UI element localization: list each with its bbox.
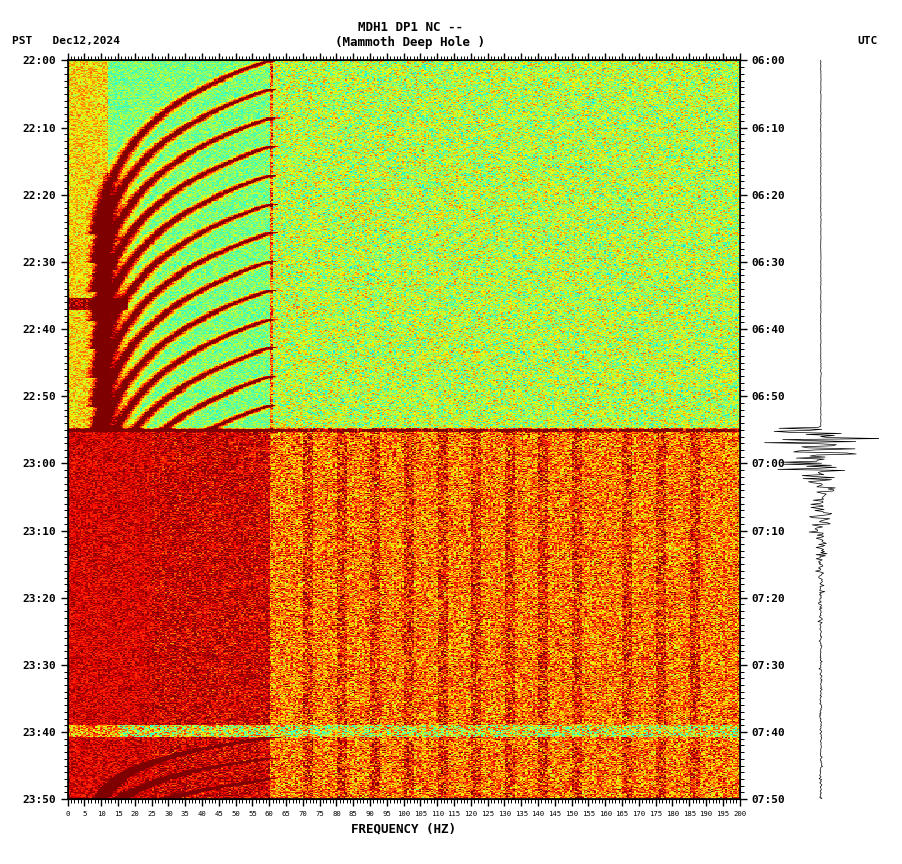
Text: (Mammoth Deep Hole ): (Mammoth Deep Hole ) (336, 36, 485, 49)
X-axis label: FREQUENCY (HZ): FREQUENCY (HZ) (351, 823, 456, 835)
Text: UTC: UTC (858, 36, 878, 47)
Text: PST   Dec12,2024: PST Dec12,2024 (12, 36, 120, 47)
Text: MDH1 DP1 NC --: MDH1 DP1 NC -- (358, 21, 463, 34)
